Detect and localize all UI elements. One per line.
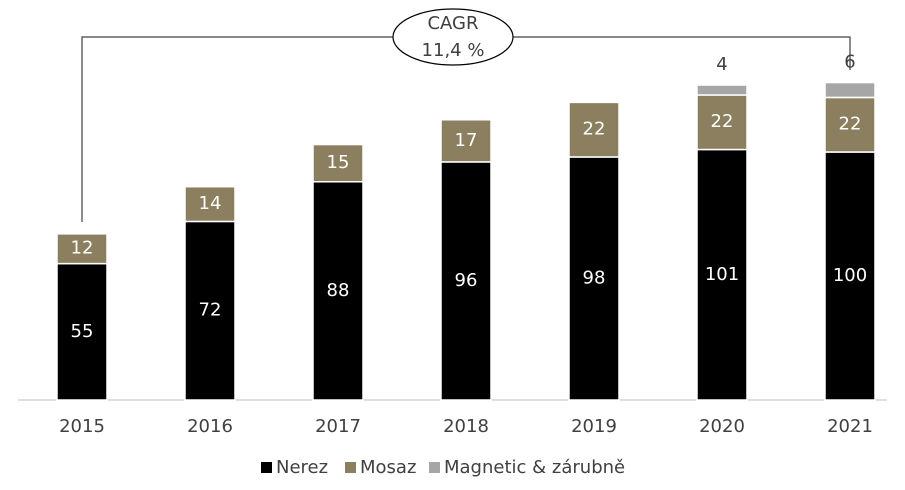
data-label: 22: [583, 119, 606, 140]
x-tick-label: 2018: [443, 416, 489, 437]
x-tick-label: 2017: [315, 416, 361, 437]
data-label: 101: [705, 264, 739, 285]
data-label: 15: [327, 152, 350, 173]
bar-segment: [568, 101, 620, 158]
bar-segment: [568, 156, 620, 401]
legend-label: Nerez: [276, 457, 328, 478]
data-label: 88: [327, 280, 350, 301]
data-label: 22: [711, 111, 734, 132]
data-label: 96: [455, 270, 478, 291]
data-label: 6: [844, 52, 855, 73]
data-label: 12: [71, 238, 94, 259]
data-label: 17: [455, 130, 478, 151]
x-tick-label: 2019: [571, 416, 617, 437]
cagr-bracket-left: [81, 36, 393, 222]
data-label: 55: [71, 321, 94, 342]
bar-segment: [824, 96, 876, 153]
annotation: 11,4 %: [422, 40, 485, 61]
bar-segment: [824, 151, 876, 401]
bar-segment: [696, 94, 748, 151]
x-tick-label: 2020: [699, 416, 745, 437]
x-tick-label: 2016: [187, 416, 233, 437]
bar-segment: [440, 161, 492, 401]
data-label: 98: [583, 267, 606, 288]
bar-segment: [56, 233, 108, 265]
data-label: 22: [839, 114, 862, 135]
bar-segment: [696, 84, 748, 96]
data-label: 100: [833, 265, 867, 286]
cagr-ellipse: [392, 8, 514, 66]
bar-segment: [440, 119, 492, 163]
legend-swatch: [429, 462, 440, 473]
bar-segment: [312, 143, 364, 183]
data-label: 14: [199, 193, 222, 214]
legend-swatch: [261, 462, 272, 473]
legend-label: Magnetic & zárubně: [444, 457, 625, 478]
bar-segment: [184, 185, 236, 223]
annotation: CAGR: [427, 13, 478, 34]
data-label: 72: [199, 300, 222, 321]
legend-swatch: [345, 462, 356, 473]
bar-segment: [56, 262, 108, 401]
x-tick-label: 2015: [59, 416, 105, 437]
legend-label: Mosaz: [360, 457, 416, 478]
x-tick-label: 2021: [827, 416, 873, 437]
bar-segment: [824, 81, 876, 99]
data-label: 4: [716, 54, 727, 75]
cagr-bracket-right: [513, 36, 851, 70]
